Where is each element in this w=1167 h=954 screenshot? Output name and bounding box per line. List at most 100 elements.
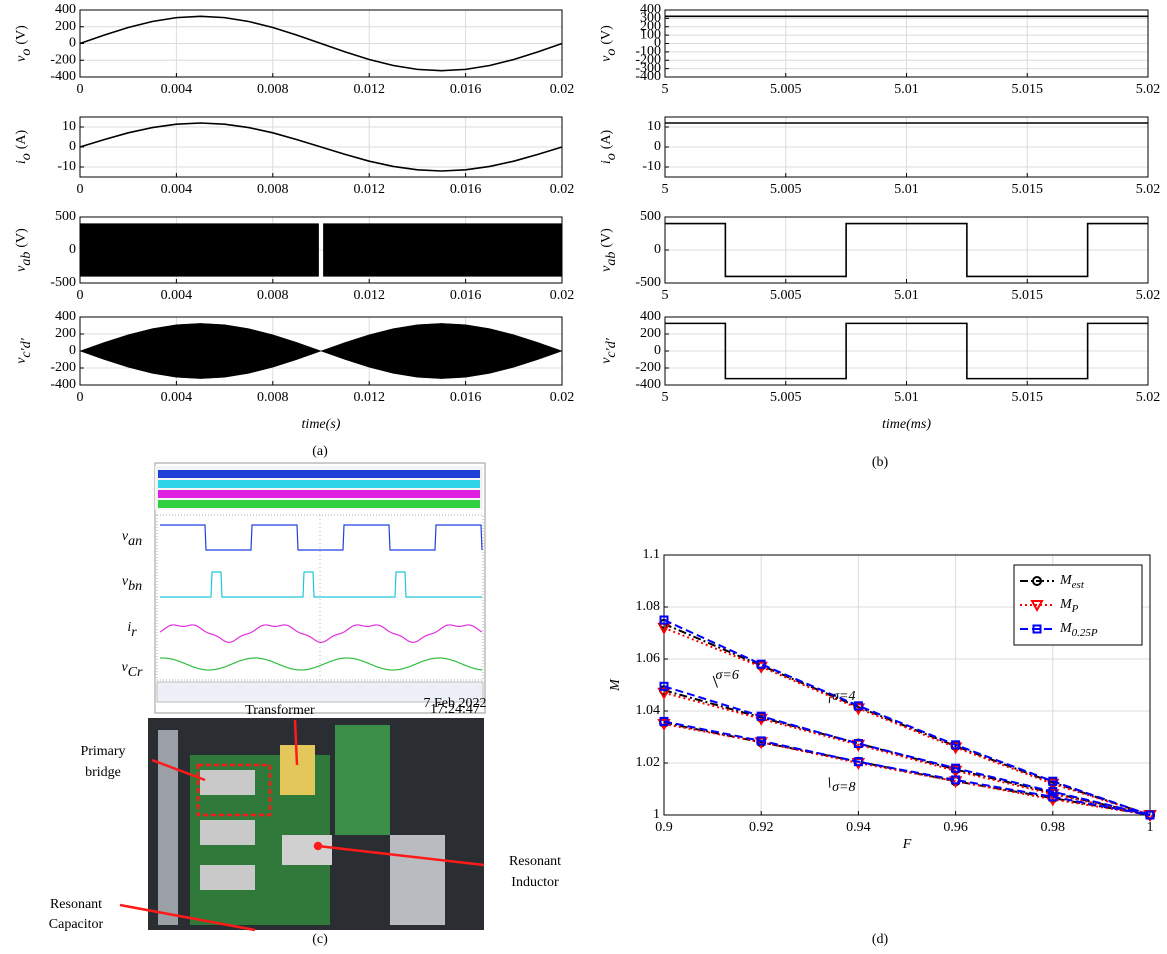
marker bbox=[1048, 776, 1058, 786]
scope-label: vCr bbox=[121, 660, 143, 680]
y-axis-label: io (A) bbox=[599, 130, 619, 165]
x-tick-label: 5.015 bbox=[1012, 182, 1044, 197]
x-tick-label: 5.005 bbox=[770, 390, 802, 405]
x-axis-label: F bbox=[902, 837, 912, 852]
oscilloscope: 7 Feb 2022 17:24:47 bbox=[154, 462, 487, 717]
y-tick-label: 1 bbox=[653, 807, 660, 822]
y-tick-label: -400 bbox=[50, 377, 76, 392]
photo-label: Transformer bbox=[245, 703, 315, 718]
marker bbox=[659, 615, 669, 625]
scope-band bbox=[158, 500, 480, 508]
marker bbox=[659, 716, 669, 726]
y-tick-label: 0 bbox=[69, 36, 76, 51]
marker bbox=[1145, 810, 1155, 820]
scope-label: vbn bbox=[122, 574, 142, 594]
y-tick-label: 0 bbox=[69, 139, 76, 154]
x-tick-label: 0.012 bbox=[353, 390, 385, 405]
legend-marker bbox=[1030, 600, 1044, 613]
x-tick-label: 0.008 bbox=[257, 182, 289, 197]
x-tick-label: 0.016 bbox=[450, 390, 482, 405]
x-tick-label: 5.01 bbox=[894, 182, 919, 197]
y-axis-label-part: i bbox=[14, 160, 29, 164]
band-segment bbox=[248, 328, 274, 374]
y-axis-label-part: (V) bbox=[599, 25, 614, 45]
scope-readout bbox=[156, 681, 484, 703]
y-tick-label: -200 bbox=[635, 52, 661, 67]
marker bbox=[659, 681, 669, 691]
y-tick-label: 1.06 bbox=[636, 651, 661, 666]
y-axis-label: vab (V) bbox=[599, 228, 619, 272]
y-tick-label: 200 bbox=[640, 19, 661, 34]
marker bbox=[1048, 787, 1058, 797]
data-line bbox=[663, 721, 1151, 816]
x-tick-label: 0.02 bbox=[550, 390, 575, 405]
scope-trace bbox=[160, 571, 482, 598]
x-tick-label: 0 bbox=[77, 82, 84, 97]
pointer bbox=[317, 844, 485, 867]
legend-marker bbox=[1032, 624, 1042, 634]
data-line bbox=[663, 691, 1151, 816]
y-tick-label: 400 bbox=[640, 2, 661, 17]
x-tick-label: 5.02 bbox=[1136, 390, 1161, 405]
scope-band bbox=[158, 490, 480, 498]
data-line bbox=[663, 685, 1151, 816]
scope-label-part: an bbox=[128, 534, 142, 549]
annotation: σ=8 bbox=[832, 780, 855, 795]
pointer bbox=[119, 903, 256, 932]
y-tick-label: -200 bbox=[635, 360, 661, 375]
x-tick-label: 0.012 bbox=[353, 288, 385, 303]
y-tick-label: -400 bbox=[635, 377, 661, 392]
photo-board bbox=[335, 725, 390, 835]
y-tick-label: 400 bbox=[55, 309, 76, 324]
x-tick-label: 5.015 bbox=[1012, 288, 1044, 303]
band-segment bbox=[368, 328, 394, 374]
band-segment bbox=[489, 328, 515, 374]
photo-label: Capacitor bbox=[49, 917, 104, 932]
y-tick-label: -300 bbox=[635, 61, 661, 76]
pointer bbox=[151, 758, 206, 782]
axes-frame bbox=[664, 316, 1149, 386]
pointer-dot bbox=[313, 841, 323, 851]
y-axis-label-part: o bbox=[19, 49, 34, 56]
y-axis-label-part: o bbox=[604, 49, 619, 56]
x-tick-label: 0.94 bbox=[846, 820, 871, 835]
x-tick-label: 0 bbox=[77, 182, 84, 197]
y-tick-label: -100 bbox=[635, 44, 661, 59]
scope-label-part: Cr bbox=[128, 665, 143, 680]
y-axis-label-part: v bbox=[599, 265, 614, 272]
y-tick-label: 0 bbox=[69, 343, 76, 358]
x-tick-label: 0.96 bbox=[943, 820, 968, 835]
legend-label: Mest bbox=[1059, 573, 1085, 590]
x-tick-label: 0.012 bbox=[353, 82, 385, 97]
y-axis-label-part: v bbox=[599, 55, 614, 62]
x-tick-label: 0.98 bbox=[1041, 820, 1066, 835]
y-axis-label-part: (A) bbox=[14, 130, 29, 150]
data-line bbox=[665, 322, 1148, 380]
y-tick-label: -500 bbox=[50, 275, 76, 290]
photo-label: Inductor bbox=[511, 875, 559, 890]
scope-label-part: v bbox=[122, 574, 129, 589]
band-segment bbox=[152, 324, 177, 378]
data-line bbox=[79, 122, 563, 172]
y-tick-label: 1.08 bbox=[636, 599, 661, 614]
x-tick-label: 5.02 bbox=[1136, 288, 1161, 303]
x-tick-label: 0.004 bbox=[161, 288, 193, 303]
legend-marker bbox=[1032, 576, 1042, 586]
y-axis-label: vab (V) bbox=[14, 228, 34, 272]
legend-label-sub: est bbox=[1072, 579, 1085, 591]
photo-label: Resonant bbox=[50, 897, 102, 912]
axes-frame bbox=[664, 116, 1149, 178]
y-tick-label: 200 bbox=[640, 326, 661, 341]
marker bbox=[756, 736, 766, 746]
marker bbox=[853, 757, 863, 767]
legend-label-sub: 0.25P bbox=[1072, 627, 1098, 639]
band-segment bbox=[200, 323, 225, 379]
annotation-leader bbox=[712, 675, 718, 688]
scope-label-part: v bbox=[121, 660, 128, 675]
y-tick-label: -10 bbox=[642, 159, 661, 174]
legend-label: M0.25P bbox=[1059, 621, 1098, 638]
y-tick-label: -400 bbox=[635, 69, 661, 84]
caption: (a) bbox=[312, 444, 328, 459]
y-tick-label: 200 bbox=[55, 19, 76, 34]
highlight-box bbox=[196, 763, 272, 817]
